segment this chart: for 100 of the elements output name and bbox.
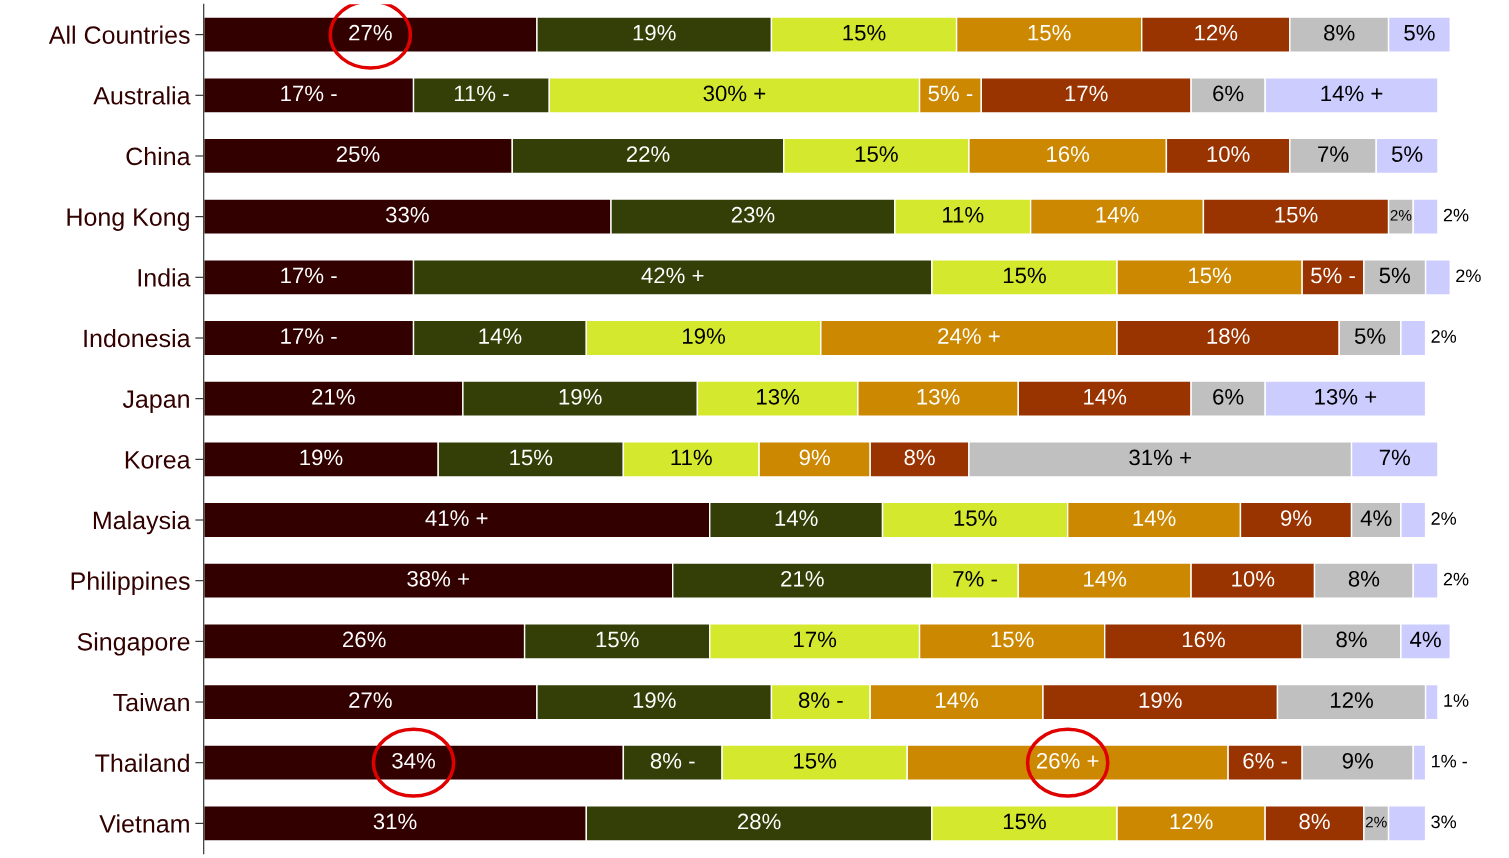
data-label: 7% — [1379, 449, 1411, 466]
y-tick-label: Australia — [93, 86, 191, 105]
data-label: 15% — [855, 146, 898, 162]
data-label: 19% — [633, 692, 676, 708]
data-label: 16% — [1182, 631, 1225, 648]
data-label: 8% — [1336, 631, 1367, 648]
y-tick-label: All Countries — [48, 25, 190, 44]
data-label: 19% — [559, 388, 602, 405]
y-tick-label: Japan — [122, 390, 189, 413]
data-label: 17% - — [281, 85, 337, 102]
data-label: 15% — [1003, 813, 1046, 830]
data-label: 9% — [1280, 510, 1312, 526]
data-label: 10% — [1232, 570, 1275, 587]
data-label: 8% — [1299, 813, 1330, 830]
data-label: 15% — [1028, 24, 1071, 41]
data-label: 21% — [312, 388, 355, 405]
data-label: 15% — [991, 631, 1034, 648]
y-tick-label: Thailand — [95, 753, 189, 773]
data-label: 8% - — [650, 752, 695, 769]
y-tick-label: Korea — [125, 451, 191, 469]
y-tick-label: Malaysia — [93, 510, 191, 535]
y-tick-label: China — [126, 146, 191, 166]
data-label: 27% — [349, 24, 392, 41]
data-label: 1% - — [1431, 754, 1467, 768]
data-label: 25% — [336, 146, 380, 162]
data-label: 42% + — [641, 267, 704, 284]
data-label: 9% — [799, 449, 830, 466]
data-label: 5% - — [928, 85, 973, 102]
y-tick-label: Philippines — [71, 571, 190, 595]
data-label: 12% — [1170, 813, 1213, 830]
data-label: 30% + — [703, 85, 766, 102]
data-label: 15% — [794, 753, 837, 769]
data-label: 14% + — [1321, 85, 1383, 102]
data-label: 11% — [671, 449, 712, 466]
data-label: 24% + — [938, 328, 1000, 344]
data-label: 15% — [510, 449, 553, 466]
data-label: 14% — [479, 328, 522, 344]
data-label: 26% + — [1036, 752, 1099, 769]
data-label: 6% - — [1243, 752, 1288, 769]
data-label: 12% — [1331, 692, 1373, 708]
y-tick-label: Vietnam — [99, 814, 189, 833]
data-label: 15% — [596, 631, 639, 648]
data-label: 6% — [1213, 85, 1244, 102]
data-label: 38% + — [407, 570, 469, 587]
data-label: 5% — [1379, 267, 1411, 284]
data-label: 14% — [1084, 388, 1127, 405]
data-label: 26% — [343, 631, 386, 648]
data-label: 2% — [1456, 269, 1481, 283]
data-label: 2% — [1431, 330, 1457, 343]
data-label: 10% — [1207, 146, 1250, 162]
data-label: 14% — [1084, 571, 1127, 587]
y-tick-label: India — [138, 268, 191, 287]
data-label: 14% — [1096, 206, 1139, 223]
data-label: 7% - — [953, 571, 997, 587]
data-label: 34% — [392, 752, 435, 769]
data-label: 8% — [1324, 24, 1355, 41]
data-label: 15% — [1275, 206, 1318, 223]
data-label: 2% — [1390, 209, 1412, 221]
data-label: 6% — [1213, 388, 1244, 405]
data-label: 19% — [300, 449, 343, 466]
data-label: 31% + — [1129, 449, 1191, 466]
data-label: 17% - — [281, 267, 337, 284]
data-label: 3% — [1431, 815, 1457, 829]
data-label: 13% — [917, 388, 960, 405]
data-label: 33% — [385, 206, 429, 223]
data-label: 2% — [1443, 208, 1469, 222]
data-label: 2% — [1443, 572, 1469, 586]
data-label: 27% — [349, 692, 392, 708]
y-tick-label: Singapore — [77, 632, 190, 656]
data-label: 7% — [1318, 146, 1349, 162]
data-label: 5% - — [1311, 267, 1355, 284]
data-label: 28% — [738, 813, 781, 830]
data-label: 41% + — [425, 510, 488, 526]
data-label: 22% — [626, 146, 670, 162]
data-label: 9% — [1342, 752, 1373, 769]
data-label: 2% — [1365, 816, 1387, 828]
data-label: 15% — [843, 24, 886, 41]
data-label: 14% — [775, 510, 818, 526]
data-label: 19% — [1139, 692, 1182, 708]
data-label: 5% — [1404, 24, 1435, 41]
data-label: 14% — [1133, 510, 1176, 526]
data-label: 11% — [943, 206, 984, 223]
y-tick-label: Indonesia — [84, 328, 191, 348]
data-label: 17% — [794, 631, 837, 648]
data-label: 15% — [1003, 267, 1046, 284]
y-tick-label: Taiwan — [113, 692, 189, 712]
data-label: 5% — [1391, 146, 1423, 162]
data-label: 18% — [1207, 328, 1250, 344]
data-label: 23% — [731, 206, 775, 223]
data-label: 8% - — [798, 692, 843, 708]
data-label: 19% — [633, 24, 676, 41]
data-label: 31% — [373, 813, 417, 830]
data-label: 14% — [936, 692, 979, 708]
data-label: 4% — [1410, 631, 1441, 648]
data-label: 13% — [757, 388, 800, 405]
data-label: 13% + — [1315, 388, 1377, 405]
data-label: 2% — [1431, 512, 1457, 525]
data-label: 12% — [1195, 24, 1238, 41]
data-label: 15% — [1189, 267, 1232, 284]
data-label: 1% — [1444, 694, 1469, 707]
